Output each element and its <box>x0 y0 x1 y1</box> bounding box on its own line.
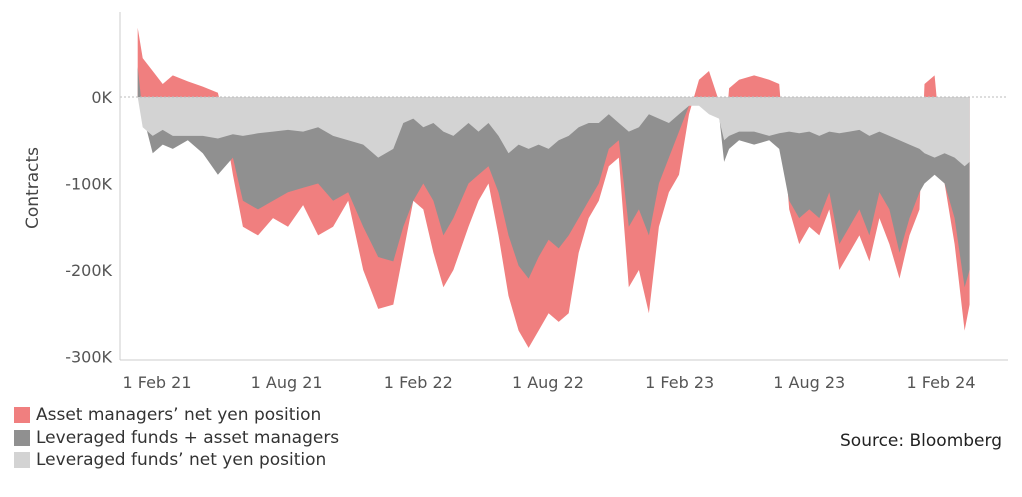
legend: Asset managers’ net yen position Leverag… <box>14 404 339 472</box>
chart-areas <box>137 27 970 348</box>
y-axis-title: Contracts <box>23 147 43 229</box>
x-tick-label: 1 Feb 22 <box>384 373 453 392</box>
legend-swatch-leveraged-funds <box>14 452 30 469</box>
y-tick-label: -100K <box>65 175 112 194</box>
x-tick-label: 1 Aug 21 <box>251 373 323 392</box>
legend-label-leveraged-funds: Leveraged funds’ net yen position <box>36 450 327 471</box>
x-axis-ticks: 1 Feb 21 1 Aug 21 1 Feb 22 1 Aug 22 1 Feb 23… <box>122 373 975 392</box>
legend-item-asset-managers: Asset managers’ net yen position <box>14 404 339 427</box>
legend-swatch-asset-managers <box>14 407 30 424</box>
source-note: Source: Bloomberg <box>840 431 1002 451</box>
legend-label-leveraged-plus-asset: Leveraged funds + asset managers <box>36 427 340 448</box>
legend-item-leveraged-funds: Leveraged funds’ net yen position <box>14 449 339 472</box>
x-tick-label: 1 Feb 24 <box>906 373 975 392</box>
x-tick-label: 1 Feb 23 <box>645 373 714 392</box>
y-axis-ticks: 0K -100K -200K -300K <box>65 88 112 367</box>
y-tick-label: -200K <box>65 261 112 280</box>
x-tick-label: 1 Feb 21 <box>122 373 191 392</box>
area-leveraged-funds <box>137 97 970 167</box>
x-tick-label: 1 Aug 22 <box>512 373 584 392</box>
chart-canvas: 0K-100K-200K-300K 1 Feb 21 1 Aug 21 1 Feb … <box>23 12 1008 392</box>
x-tick-label: 1 Aug 23 <box>773 373 845 392</box>
y-tick-label: -300K <box>65 348 112 367</box>
legend-swatch-leveraged-plus-asset <box>14 429 30 446</box>
y-tick-label: 0K <box>91 88 112 107</box>
legend-label-asset-managers: Asset managers’ net yen position <box>36 405 322 426</box>
legend-item-leveraged-plus-asset: Leveraged funds + asset managers <box>14 427 339 450</box>
